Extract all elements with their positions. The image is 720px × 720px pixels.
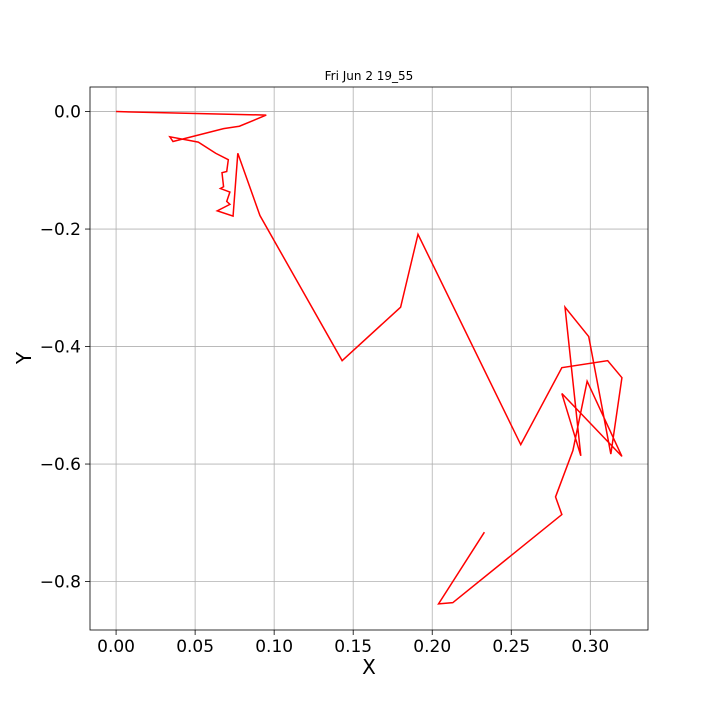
y-tick-label: −0.6 <box>40 455 81 475</box>
y-tick-label: 0.0 <box>54 103 81 123</box>
series-line <box>116 110 623 605</box>
y-tick-label: −0.2 <box>40 220 81 240</box>
x-tick-label: 0.10 <box>255 637 293 657</box>
y-tick-label: −0.8 <box>40 573 81 593</box>
x-tick-label: 0.15 <box>334 637 372 657</box>
x-tick-label: 0.00 <box>97 637 135 657</box>
x-tick-label: 0.05 <box>176 637 214 657</box>
plot-frame <box>89 86 649 631</box>
x-tick-label: 0.30 <box>571 637 609 657</box>
series-group <box>116 110 623 605</box>
y-axis-label: Y <box>12 351 36 365</box>
x-axis-label: X <box>362 655 376 679</box>
y-tick-label: −0.4 <box>40 338 81 358</box>
x-tick-label: 0.25 <box>492 637 530 657</box>
x-axis: 0.00 0.05 0.10 0.15 0.20 0.25 0.30 <box>97 630 609 657</box>
y-axis: 0.0 −0.2 −0.4 −0.6 −0.8 <box>40 103 90 593</box>
grid <box>90 87 648 630</box>
x-tick-label: 0.20 <box>413 637 451 657</box>
chart-title: Fri Jun 2 19_55 <box>325 69 414 83</box>
